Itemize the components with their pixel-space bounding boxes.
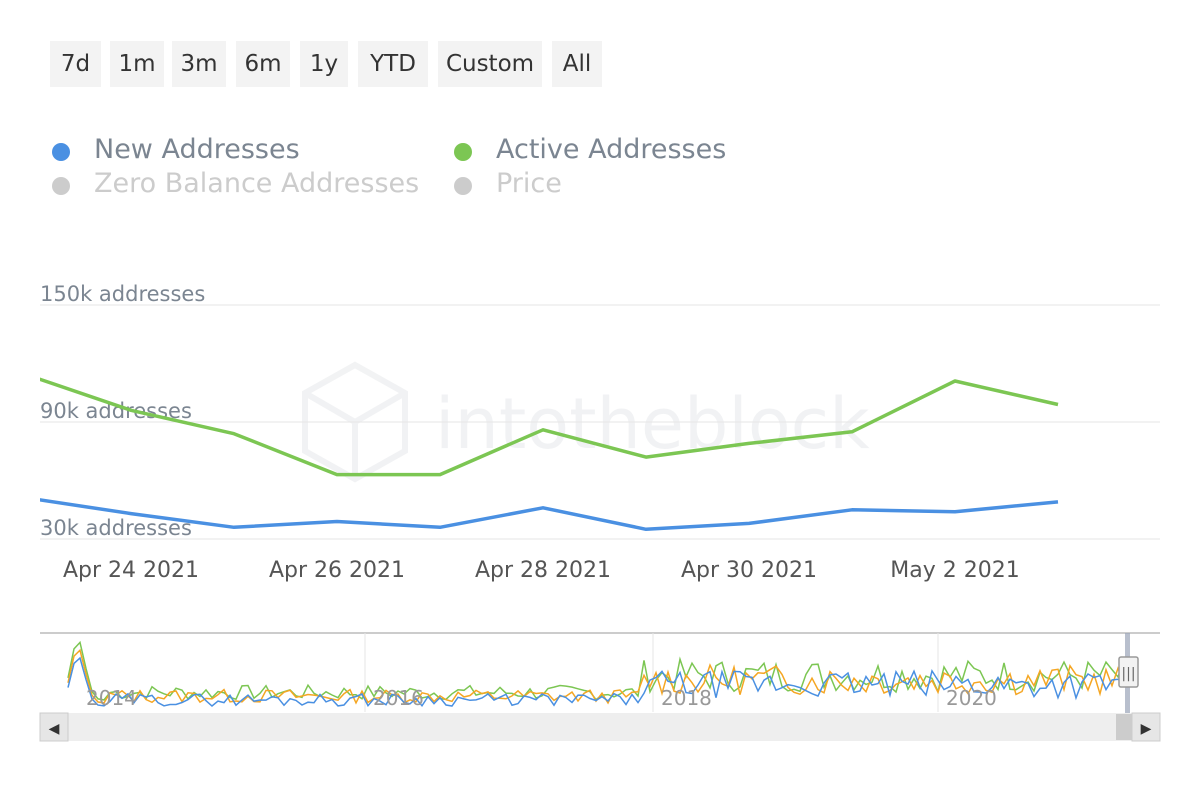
x-tick-label: Apr 28 2021 (475, 558, 611, 583)
scrollbar-thumb[interactable] (1116, 714, 1132, 740)
navigator-series-line (67, 656, 1125, 708)
navigator[interactable]: 2014 2016 2018 2020 ||| (40, 632, 1160, 713)
series-line-active-addresses (40, 377, 1059, 477)
series-lines (40, 377, 1059, 532)
legend-label: Zero Balance Addresses (94, 168, 420, 199)
legend-label: New Addresses (94, 134, 300, 165)
range-button-7d[interactable]: 7d (50, 41, 101, 87)
scroll-right-button[interactable]: ▶ (1131, 712, 1161, 742)
range-button-1y[interactable]: 1y (300, 41, 348, 87)
scrollbar-track[interactable] (40, 713, 1160, 741)
x-axis-labels: Apr 24 2021 Apr 26 2021 Apr 28 2021 Apr 30 … (63, 558, 1020, 583)
navigator-year-label: 2014 (86, 686, 137, 710)
legend-dot-icon (454, 177, 472, 195)
navigator-handle-grip-icon: ||| (1121, 666, 1135, 682)
navigator-year-label: 2018 (661, 686, 712, 710)
intotheblock-logo-icon (302, 361, 408, 483)
chart-legend: New Addresses Active Addresses Zero Bala… (52, 132, 812, 212)
range-button-1m[interactable]: 1m (110, 41, 164, 87)
navigator-year-label: 2020 (946, 686, 997, 710)
x-tick-label: May 2 2021 (890, 558, 1019, 583)
watermark: intotheblock (302, 361, 870, 483)
x-tick-label: Apr 30 2021 (681, 558, 817, 583)
range-button-3m[interactable]: 3m (172, 41, 226, 87)
legend-dot-icon (454, 143, 472, 161)
scroll-right-arrow-icon: ▶ (1141, 721, 1152, 737)
legend-label: Price (496, 168, 562, 199)
legend-dot-icon (52, 177, 70, 195)
y-tick-label: 150k addresses (40, 282, 205, 306)
scrollbar[interactable]: ◀ ▶ (39, 712, 1161, 742)
x-tick-label: Apr 24 2021 (63, 558, 199, 583)
scroll-left-arrow-icon: ◀ (49, 721, 60, 737)
range-button-all[interactable]: All (552, 41, 602, 87)
gridlines (40, 304, 1160, 540)
range-button-ytd[interactable]: YTD (358, 41, 428, 87)
series-line-new-addresses (40, 498, 1059, 532)
legend-dot-icon (52, 143, 70, 161)
navigator-year-label: 2016 (373, 686, 424, 710)
range-button-custom[interactable]: Custom (438, 41, 542, 87)
navigator-series (67, 640, 1125, 708)
scroll-left-button[interactable]: ◀ (39, 712, 69, 742)
watermark-text: intotheblock (435, 383, 870, 465)
legend-label: Active Addresses (496, 134, 727, 165)
range-button-6m[interactable]: 6m (236, 41, 290, 87)
navigator-handle[interactable]: ||| (1118, 656, 1139, 688)
x-tick-label: Apr 26 2021 (269, 558, 405, 583)
